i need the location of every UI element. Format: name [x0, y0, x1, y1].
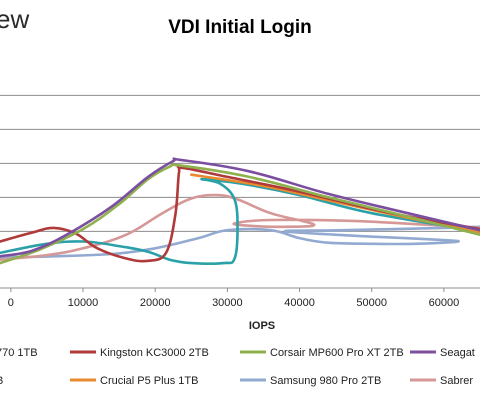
series-line-5: [0, 163, 480, 265]
legend-label: Seagat: [440, 347, 475, 359]
x-tick-label: 50000: [356, 297, 387, 309]
series-line-4: [0, 165, 480, 263]
legend-label: Kingston KC3000 2TB: [100, 347, 209, 359]
series-line-1: [0, 193, 480, 261]
chart-title: VDI Initial Login: [168, 17, 312, 38]
x-tick-label: 60000: [429, 297, 460, 309]
brand-logo-text: ew: [0, 4, 29, 34]
x-tick-label: 20000: [140, 297, 171, 309]
x-tick-label: 0: [8, 297, 14, 309]
series-line-0: [0, 225, 480, 259]
legend-label: 770 1TB: [0, 347, 38, 359]
legend-label: Corsair MP600 Pro XT 2TB: [270, 347, 404, 359]
legend: 770 1TB Kingston KC3000 2TB Corsair MP600 …: [0, 347, 475, 387]
x-axis-label: IOPS: [249, 320, 275, 332]
legend-label: Sabrer: [440, 375, 473, 387]
x-tick-label: 30000: [212, 297, 243, 309]
x-tick-label: 40000: [284, 297, 315, 309]
series-line-2: [0, 177, 480, 265]
series-line-6: [0, 157, 480, 258]
legend-label: Crucial P5 Plus 1TB: [100, 375, 198, 387]
legend-label: Samsung 980 Pro 2TB: [270, 375, 381, 387]
x-axis-ticks: 0 10000 20000 30000 40000 50000 60000: [8, 288, 459, 309]
legend-label: B: [0, 375, 3, 387]
series-layer: [0, 157, 480, 265]
x-tick-label: 10000: [68, 297, 99, 309]
